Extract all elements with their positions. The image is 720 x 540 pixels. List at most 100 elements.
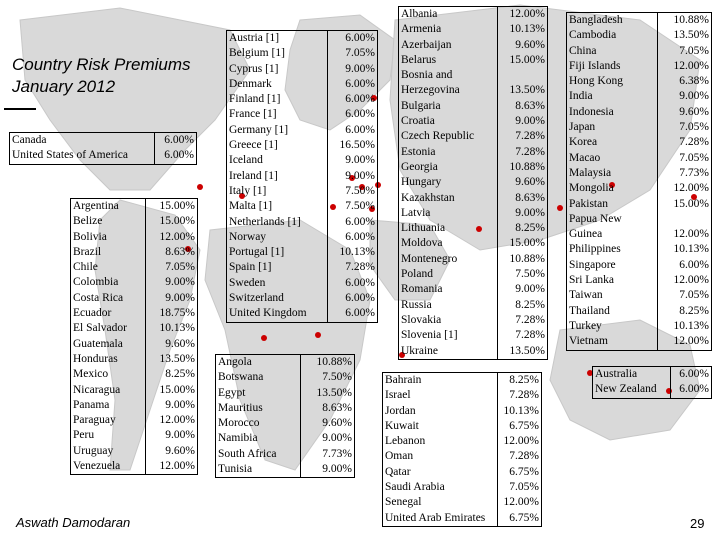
- country-name: Ecuador: [73, 307, 112, 320]
- country-name: United States of America: [12, 149, 128, 162]
- country-name: Uruguay: [73, 444, 114, 457]
- premium-value: 9.60%: [679, 105, 709, 118]
- country-name: Cambodia: [569, 29, 617, 42]
- country-name: Montenegro: [401, 252, 458, 265]
- country-name: Korea: [569, 136, 598, 149]
- premium-value: 8.63%: [515, 99, 545, 112]
- country-name: Georgia: [401, 160, 438, 173]
- country-name: Russia: [401, 298, 432, 311]
- country-name: Kuwait: [385, 419, 419, 432]
- premium-value: 7.28%: [515, 130, 545, 143]
- eastern-europe-table: Albania Armenia Azerbaijan Belarus Bosni…: [398, 6, 549, 360]
- premium-value: 12.00%: [673, 182, 709, 195]
- premium-value: 6.00%: [345, 32, 375, 44]
- premium-value: 9.00%: [322, 432, 352, 445]
- country-name: China: [569, 44, 597, 57]
- title-underline: [4, 108, 36, 110]
- country-name: Hong Kong: [569, 75, 623, 88]
- country-name: Italy [1]: [229, 184, 267, 197]
- premium-list: 12.00% 10.13% 9.60% 15.00% 13.50% 8.63% …: [496, 6, 549, 360]
- country-name: Latvia: [401, 206, 431, 219]
- country-name: Australia: [595, 368, 638, 380]
- country-name: Mongolia: [569, 182, 614, 195]
- country-name: Costa Rica: [73, 291, 124, 304]
- country-name: Sweden: [229, 276, 266, 289]
- premium-value: 6.00%: [345, 108, 375, 121]
- country-name: Guatemala: [73, 337, 123, 350]
- asia-table: Bangladesh Cambodia China Fiji Islands H…: [565, 12, 712, 351]
- country-name: Germany [1]: [229, 123, 289, 136]
- country-list: Bahrain Israel Jordan Kuwait Lebanon Oma…: [382, 372, 498, 527]
- country-name: Indonesia: [569, 105, 614, 118]
- premium-value: 7.05%: [679, 151, 709, 164]
- country-name: Spain [1]: [229, 261, 272, 274]
- country-name: Norway: [229, 230, 267, 243]
- country-name: Poland: [401, 268, 433, 281]
- country-name: Argentina: [73, 200, 119, 212]
- premium-value: 8.25%: [509, 374, 539, 386]
- country-name: Austria [1]: [229, 32, 280, 44]
- country-name: Oman: [385, 450, 414, 463]
- country-name: Namibia: [218, 432, 258, 445]
- country-name: Netherlands [1]: [229, 215, 301, 228]
- premium-value: 6.75%: [509, 419, 539, 432]
- premium-value: 13.50%: [509, 344, 545, 357]
- premium-value: 12.00%: [159, 460, 195, 473]
- map-marker: [197, 184, 203, 190]
- country-name: Ukraine: [401, 344, 439, 357]
- country-name: Greece [1]: [229, 139, 278, 152]
- australia-table: Australia New Zealand 6.00% 6.00%: [591, 366, 712, 399]
- country-name: Qatar: [385, 465, 411, 478]
- premium-value: 9.60%: [165, 444, 195, 457]
- country-name: Senegal: [385, 496, 422, 509]
- country-name: Kazakhstan: [401, 191, 455, 204]
- country-name: Lithuania: [401, 222, 446, 235]
- premium-value: 6.00%: [345, 215, 375, 228]
- country-name: Azerbaijan: [401, 38, 452, 51]
- country-name: Philippines: [569, 243, 621, 256]
- premium-value: 12.00%: [673, 335, 709, 348]
- premium-value: 15.00%: [509, 53, 545, 66]
- premium-value: 12.00%: [673, 274, 709, 287]
- country-name: Bangladesh: [569, 14, 623, 26]
- table-row: Bangladesh Cambodia China Fiji Islands H…: [565, 12, 712, 351]
- premium-list: 10.88% 13.50% 7.05% 12.00% 6.38% 9.00% 9…: [657, 12, 712, 351]
- premium-value: 7.28%: [509, 389, 539, 402]
- country-name: Singapore: [569, 258, 616, 271]
- premium-list: 15.00% 15.00% 12.00% 8.63% 7.05% 9.00% 9…: [145, 197, 198, 476]
- country-name: India: [569, 90, 593, 103]
- country-name: France [1]: [229, 108, 277, 121]
- country-name: Slovenia [1]: [401, 329, 458, 342]
- country-name: Pakistan: [569, 197, 608, 210]
- premium-value: 6.75%: [509, 465, 539, 478]
- country-name: Paraguay: [73, 414, 116, 427]
- country-name: Malta [1]: [229, 200, 273, 213]
- premium-value: 10.88%: [509, 252, 545, 265]
- country-name: South Africa: [218, 447, 277, 460]
- north-america-table: Canada United States of America 6.00% 6.…: [8, 132, 197, 165]
- premium-value: 7.50%: [322, 371, 352, 384]
- country-name: Venezuela: [73, 460, 121, 473]
- country-name: Taiwan: [569, 289, 603, 302]
- country-name: Denmark: [229, 77, 272, 90]
- table-row: Australia New Zealand 6.00% 6.00%: [591, 366, 712, 399]
- premium-value: 9.00%: [165, 276, 195, 289]
- premium-value: 6.00%: [679, 368, 709, 380]
- premium-value: 6.00%: [345, 93, 375, 106]
- country-name: Angola: [218, 356, 252, 368]
- table-row: Bahrain Israel Jordan Kuwait Lebanon Oma…: [382, 372, 543, 527]
- map-marker: [261, 335, 267, 341]
- premium-value: 12.00%: [159, 230, 195, 243]
- premium-value: 7.28%: [515, 313, 545, 326]
- premium-value: 7.50%: [345, 200, 375, 213]
- country-name: Panama: [73, 398, 110, 411]
- country-list: Australia New Zealand: [591, 366, 672, 399]
- premium-value: 9.00%: [345, 154, 375, 167]
- premium-value: 6.00%: [345, 276, 375, 289]
- premium-value: 9.00%: [345, 62, 375, 75]
- country-name: Armenia: [401, 23, 442, 36]
- premium-value: 9.00%: [165, 291, 195, 304]
- premium-value: 12.00%: [509, 8, 545, 20]
- premium-value: 15.00%: [159, 383, 195, 396]
- premium-value: 7.05%: [679, 121, 709, 134]
